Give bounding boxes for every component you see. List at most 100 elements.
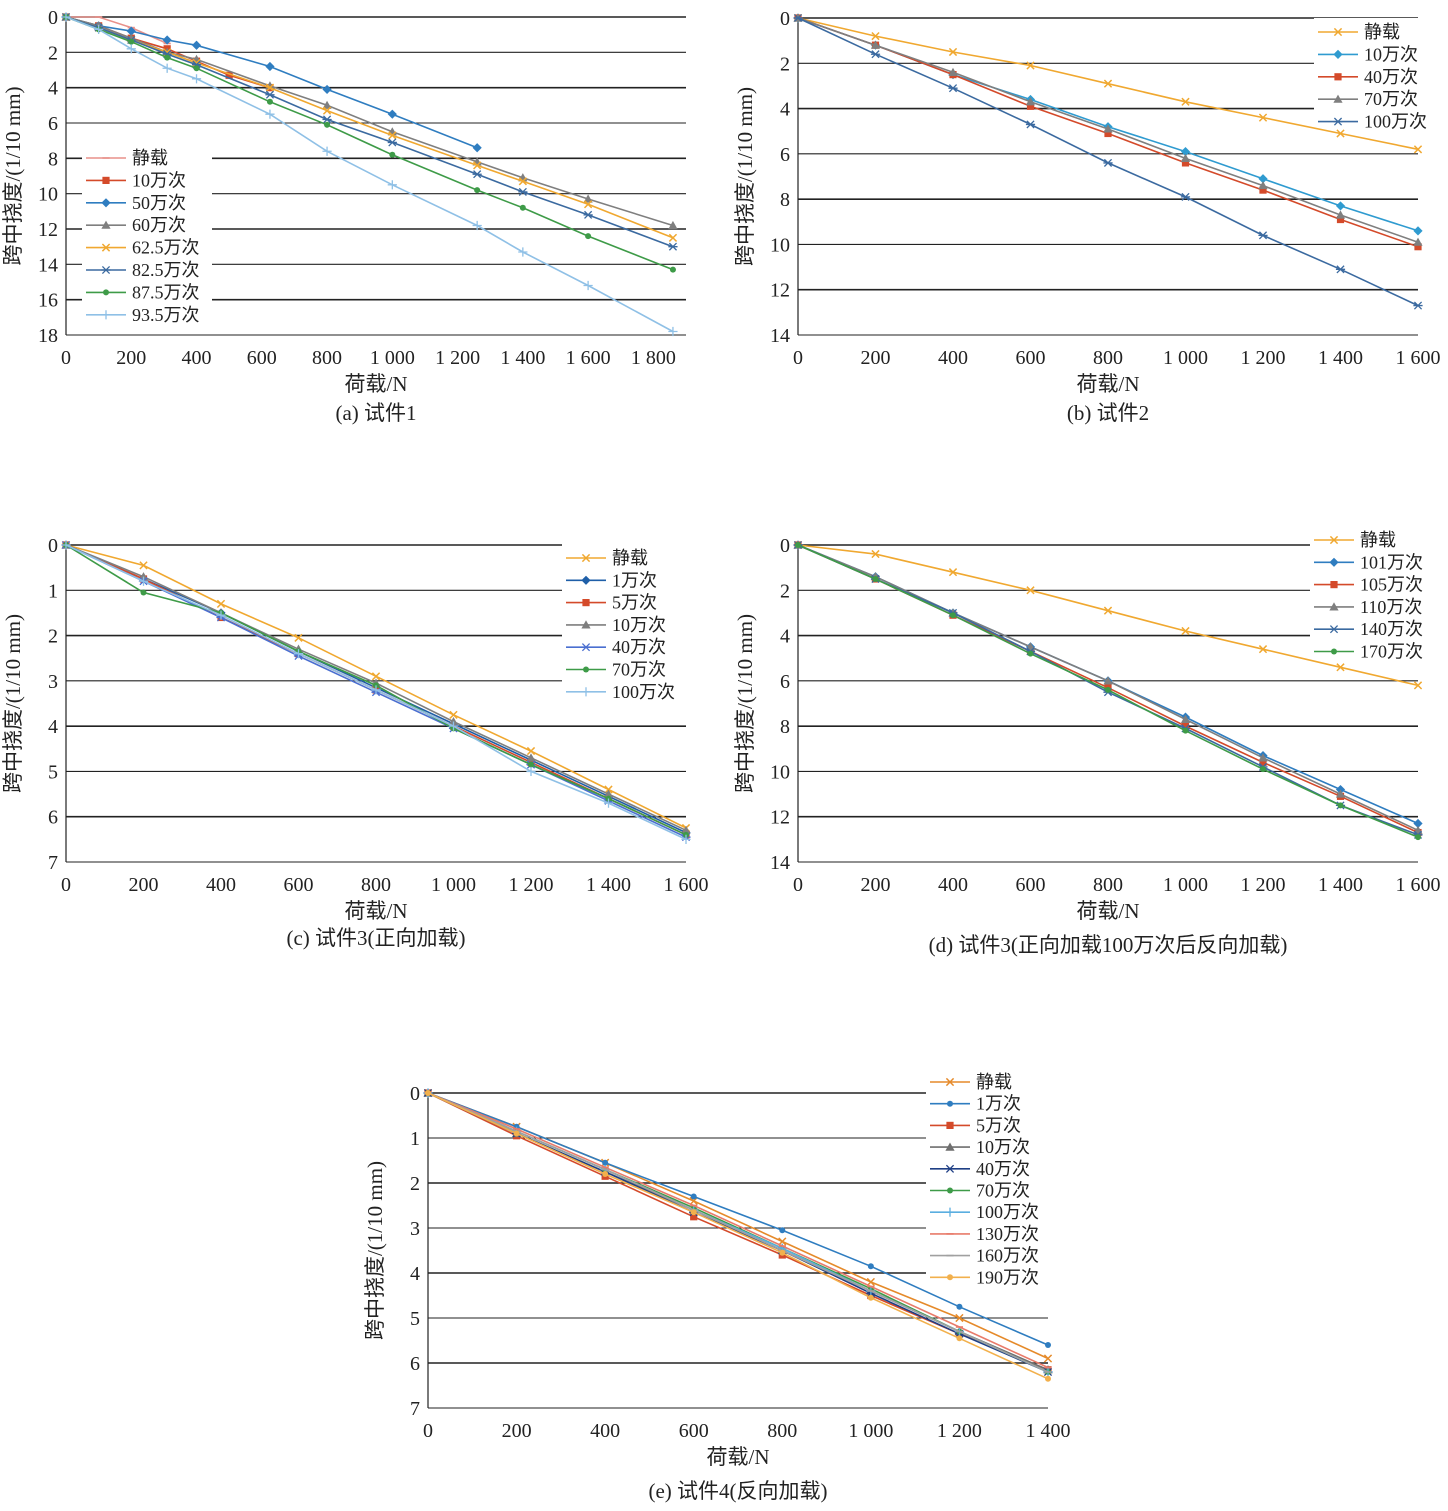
y-tick-label: 4 <box>780 99 790 121</box>
x-tick-label: 1 600 <box>1396 874 1441 896</box>
data-point <box>371 685 381 695</box>
data-point <box>795 542 801 548</box>
data-point <box>94 24 104 34</box>
y-tick-label: 3 <box>410 1218 420 1240</box>
data-point <box>779 1249 786 1256</box>
legend-label: 50万次 <box>132 193 186 213</box>
data-point <box>602 1171 609 1177</box>
data-point <box>690 1193 697 1200</box>
y-tick-label: 4 <box>48 716 58 738</box>
data-point <box>583 210 593 219</box>
data-point <box>668 242 678 251</box>
x-tick-label: 1 000 <box>1163 874 1208 896</box>
legend-label: 62.5万次 <box>132 238 200 258</box>
data-point <box>1335 265 1346 274</box>
data-point <box>1258 231 1268 240</box>
y-tick-label: 14 <box>770 852 790 874</box>
data-point <box>387 138 397 147</box>
data-point <box>1103 79 1113 88</box>
x-tick-label: 400 <box>938 347 968 369</box>
data-point <box>388 131 397 140</box>
series-line <box>427 1092 1049 1346</box>
data-point <box>265 61 275 72</box>
y-tick-label: 3 <box>48 671 58 693</box>
data-point <box>867 1263 874 1270</box>
data-point <box>1103 676 1113 685</box>
data-point <box>948 84 958 93</box>
data-point <box>1026 61 1035 70</box>
legend-marker <box>947 1187 953 1194</box>
legend-marker <box>1330 581 1338 589</box>
x-tick-label: 1 400 <box>1318 347 1363 369</box>
x-tick-label: 1 000 <box>370 347 415 369</box>
chart-panel-2: 0 2 4 6 8 10 12 14 0 200 400 600 800 1 000 1 200 1 400 1… <box>728 0 1448 440</box>
y-tick-label: 1 <box>410 1128 420 1150</box>
data-point <box>138 576 149 586</box>
data-point <box>216 610 226 620</box>
data-point <box>870 40 881 49</box>
data-point <box>1336 129 1345 138</box>
x-axis-title: 荷载/N <box>707 1445 770 1469</box>
data-point <box>1026 102 1035 110</box>
data-point <box>1181 159 1190 167</box>
data-point <box>583 194 593 203</box>
data-point <box>425 1090 431 1096</box>
data-point <box>322 100 332 109</box>
data-point <box>603 798 614 808</box>
legend-label: 190万次 <box>976 1267 1039 1287</box>
data-point <box>472 170 482 179</box>
data-point <box>1181 626 1190 636</box>
x-tick-label: 800 <box>767 1420 797 1442</box>
y-tick-label: 8 <box>48 148 58 170</box>
legend-label: 160万次 <box>976 1246 1039 1266</box>
legend-label: 10万次 <box>612 615 666 635</box>
legend-label: 10万次 <box>132 170 186 190</box>
legend-marker <box>581 553 591 563</box>
data-point <box>371 672 381 681</box>
data-point <box>585 233 592 240</box>
legend-marker <box>1329 535 1339 545</box>
data-point <box>1259 186 1267 194</box>
legend-label: 40万次 <box>1364 67 1418 87</box>
data-point <box>1413 818 1423 829</box>
legend-label: 170万次 <box>1360 642 1423 662</box>
data-point <box>1413 301 1423 310</box>
data-point <box>871 31 880 41</box>
data-point <box>1258 753 1268 762</box>
data-point <box>473 161 482 170</box>
legend-label: 70万次 <box>976 1181 1030 1201</box>
legend-marker <box>102 176 110 184</box>
legend-label: 60万次 <box>132 215 186 235</box>
x-tick-label: 1 200 <box>509 874 554 896</box>
legend-marker <box>946 1121 954 1129</box>
x-tick-label: 400 <box>182 347 212 369</box>
y-tick-label: 8 <box>780 716 790 738</box>
x-axis-title: 荷载/N <box>1077 899 1140 923</box>
data-point <box>61 540 71 550</box>
data-point <box>1180 192 1191 201</box>
data-point <box>1026 586 1035 595</box>
data-point <box>216 599 226 609</box>
series-line <box>65 16 674 333</box>
series-line <box>427 1092 1049 1369</box>
y-tick-label: 10 <box>770 234 790 256</box>
data-point <box>193 65 200 72</box>
legend-label: 10万次 <box>1364 44 1418 64</box>
x-axis-title: 荷载/N <box>345 899 408 923</box>
data-point <box>448 717 459 726</box>
x-tick-label: 1 000 <box>848 1420 893 1442</box>
data-point <box>1413 145 1423 154</box>
legend-marker <box>1333 117 1343 126</box>
legend-label: 1万次 <box>612 570 657 590</box>
chart-caption: (d) 试件3(正向加载100万次后反向加载) <box>929 933 1288 957</box>
legend-label: 93.5万次 <box>132 305 200 325</box>
x-tick-label: 1 000 <box>431 874 476 896</box>
y-tick-label: 8 <box>780 189 790 211</box>
x-axis-title: 荷载/N <box>1077 372 1140 396</box>
x-tick-label: 1 200 <box>1241 874 1286 896</box>
series-8 <box>61 12 678 337</box>
data-point <box>1336 215 1345 224</box>
legend-label: 10万次 <box>976 1137 1030 1157</box>
data-point <box>1259 758 1267 766</box>
